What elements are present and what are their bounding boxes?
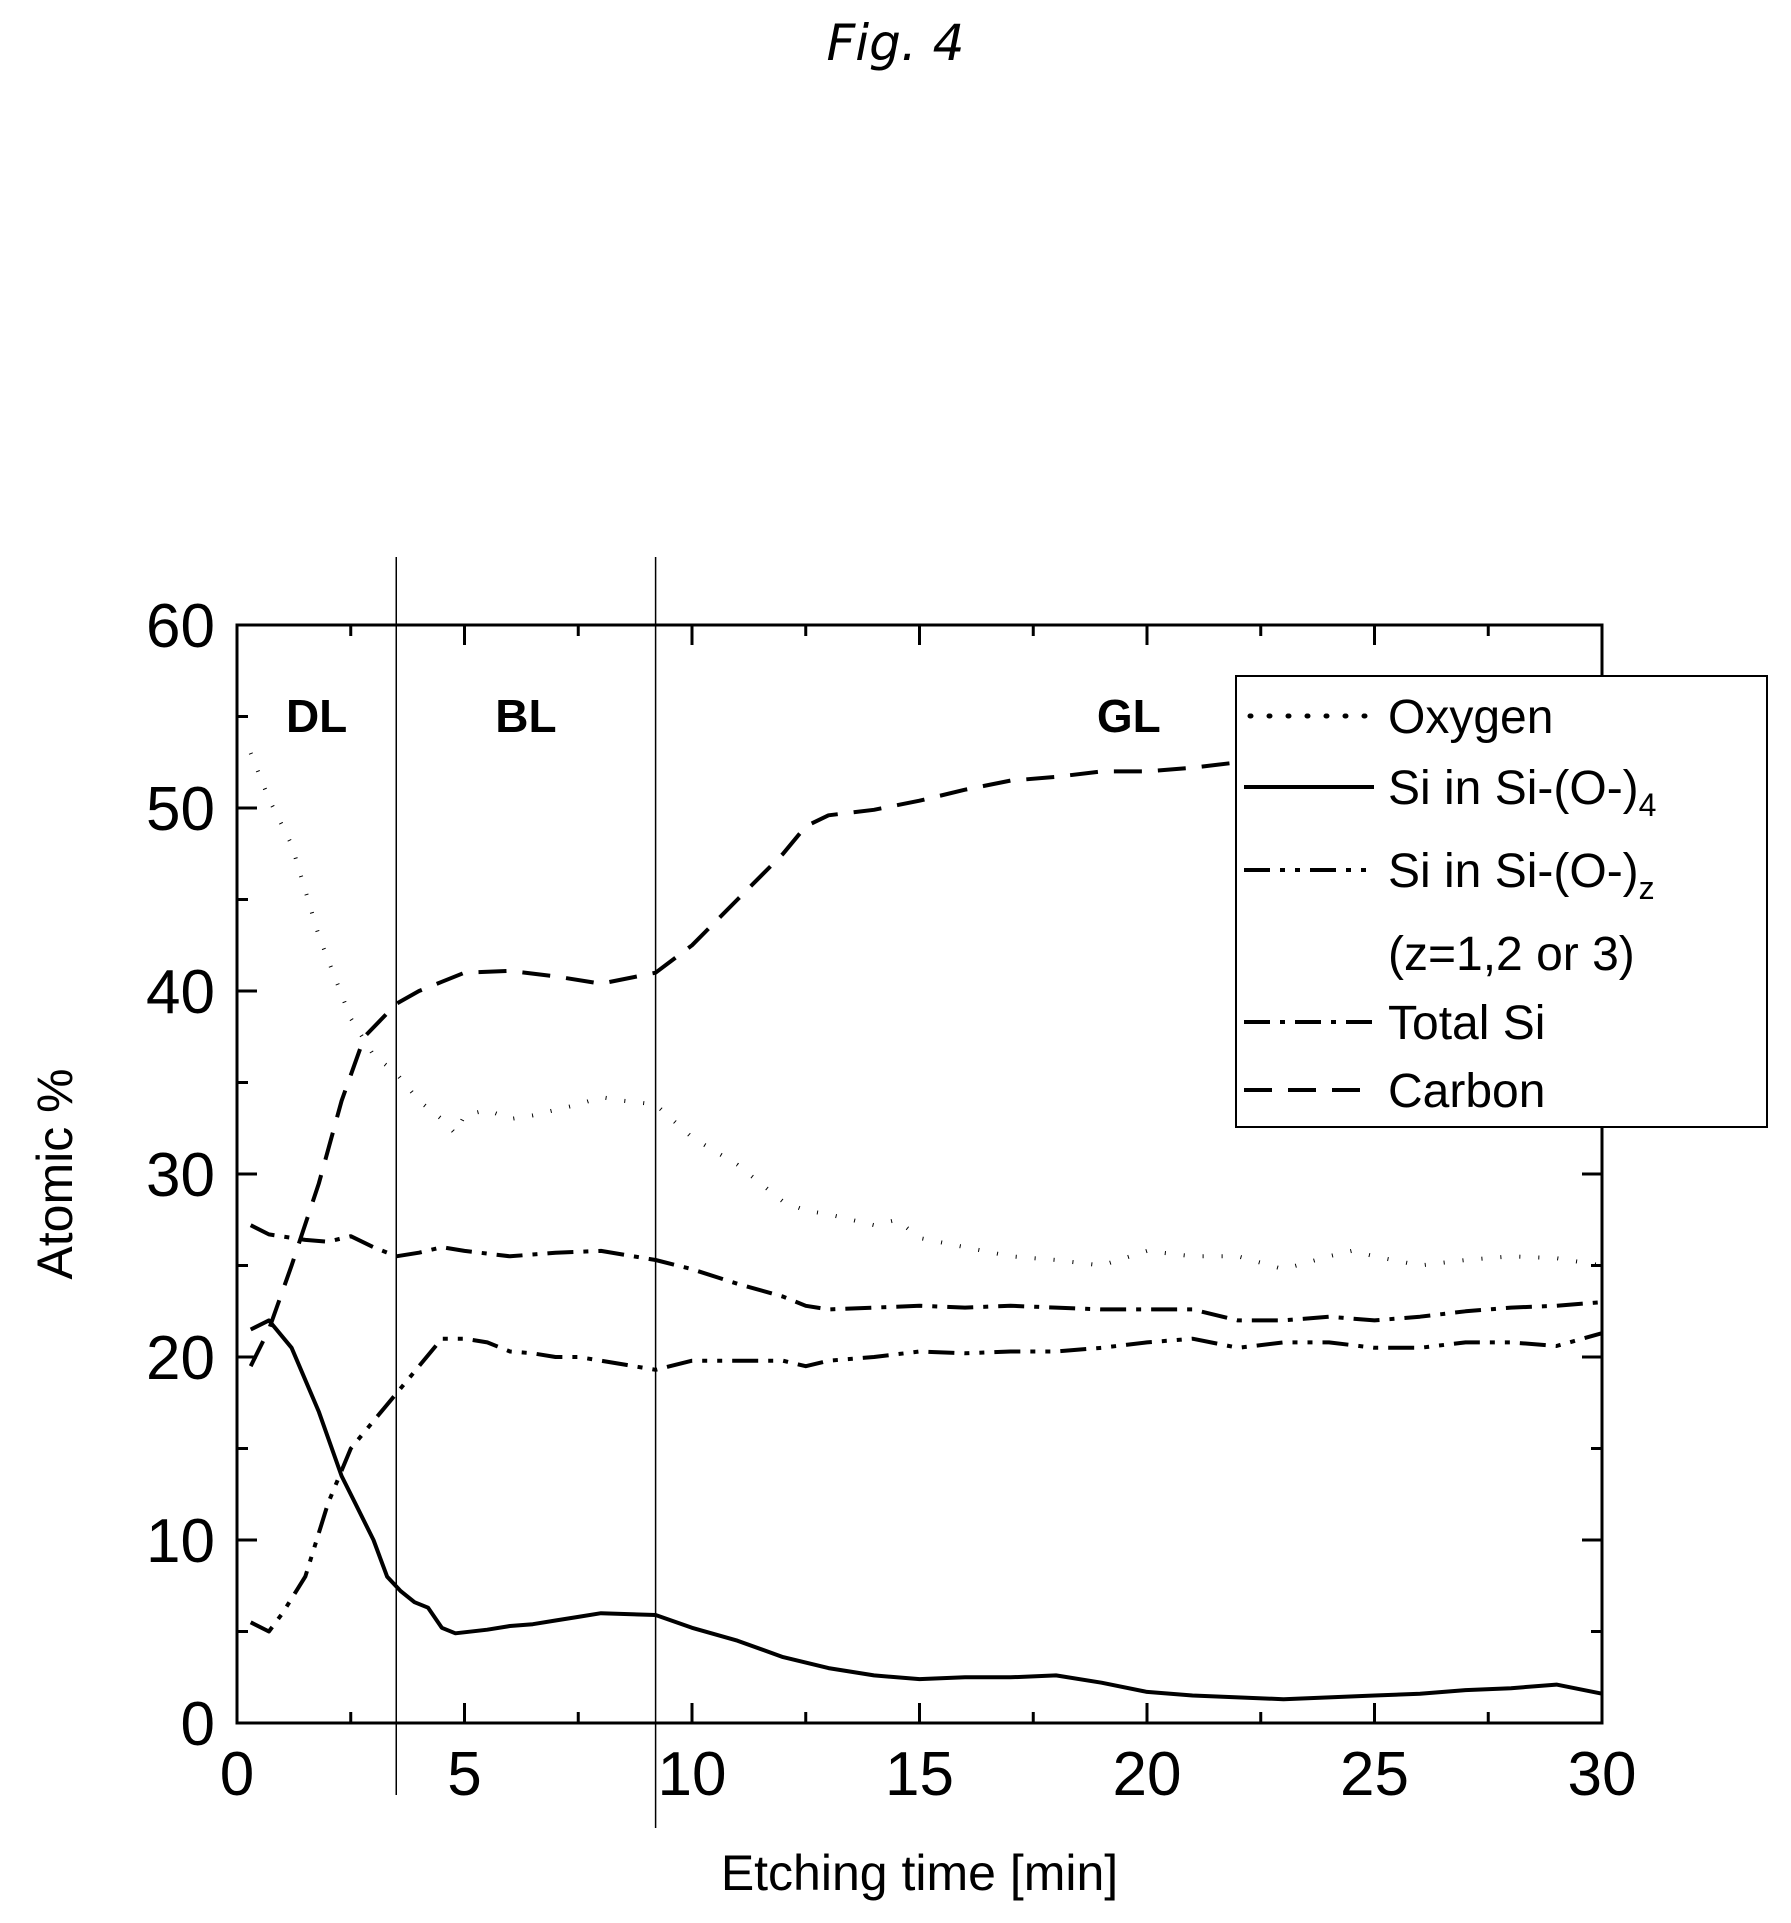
- series-line-2: [249, 1331, 1603, 1634]
- figure-label: Fig. 4: [826, 14, 965, 72]
- x-tick-label: 5: [447, 1740, 481, 1809]
- legend-label-subscript: 4: [1639, 787, 1657, 823]
- legend-label: Carbon: [1388, 1065, 1545, 1118]
- legend-label: Si in Si-(O-)z: [1388, 845, 1655, 906]
- y-tick-label: 40: [146, 958, 215, 1027]
- series-line-3: [249, 1223, 1603, 1323]
- y-tick-label: 50: [146, 775, 215, 844]
- legend-label-subscript: z: [1639, 870, 1655, 906]
- y-tick-label: 30: [146, 1141, 215, 1210]
- y-axis-title: Atomic %: [27, 1068, 83, 1279]
- plot-area: 0 5 10 15 20 25 30 0 10 20 30 40 50 60 Etching time [m…: [27, 557, 1768, 1901]
- legend-label: Oxygen: [1388, 691, 1553, 744]
- region-label-bl: BL: [495, 690, 556, 742]
- x-tick-label: 10: [658, 1740, 727, 1809]
- x-tick-label: 25: [1340, 1740, 1409, 1809]
- x-tick-label: 15: [885, 1740, 954, 1809]
- legend-label: Total Si: [1388, 997, 1545, 1050]
- series-line-1: [249, 1318, 1603, 1702]
- x-tick-label: 0: [220, 1740, 254, 1809]
- y-tick-label: 10: [146, 1507, 215, 1576]
- x-tick-label: 20: [1113, 1740, 1182, 1809]
- legend: Oxygen Si in Si-(O-)4 Si in Si-(O-)z (z=1,2…: [1235, 675, 1768, 1128]
- legend-label: Si in Si-(O-)4: [1388, 762, 1656, 823]
- legend-label: (z=1,2 or 3): [1388, 928, 1635, 981]
- region-label-gl: GL: [1097, 690, 1161, 742]
- y-tick-label: 20: [146, 1324, 215, 1393]
- y-tick-label: 0: [181, 1690, 215, 1759]
- x-tick-label: 30: [1568, 1740, 1637, 1809]
- x-axis-title: Etching time [min]: [721, 1845, 1118, 1901]
- region-label-dl: DL: [286, 690, 347, 742]
- legend-box: [1235, 675, 1768, 1128]
- y-tick-label: 60: [146, 592, 215, 661]
- series-line-4: [248, 754, 1375, 1368]
